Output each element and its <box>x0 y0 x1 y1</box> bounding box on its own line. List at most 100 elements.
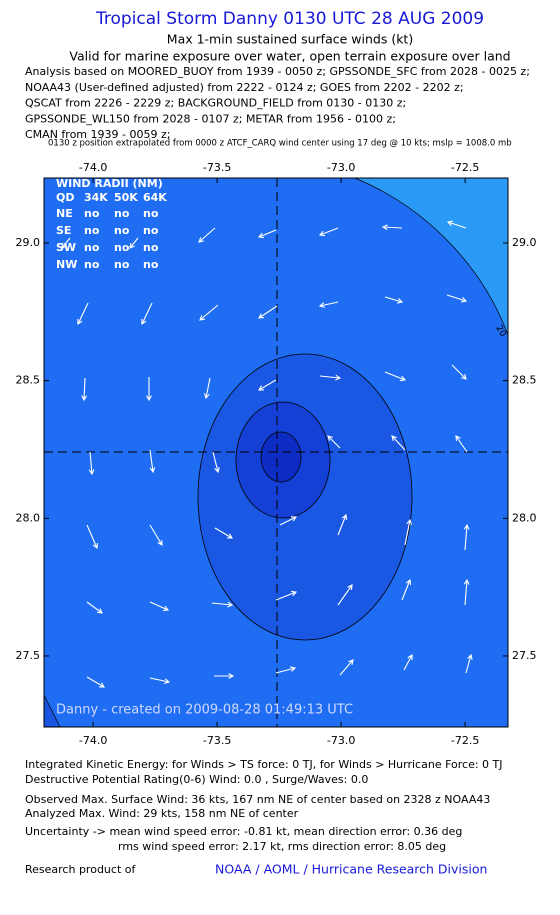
wind-arrow <box>337 513 348 536</box>
y-tick-label: 27.5 <box>16 649 41 662</box>
x-tick-label: -73.5 <box>203 161 231 174</box>
wind-arrow <box>199 304 219 321</box>
radii-cell: SW <box>56 241 76 254</box>
wind-arrow <box>319 374 342 381</box>
wind-arrow <box>318 227 339 237</box>
wind-arrow <box>149 601 170 611</box>
wind-arrow <box>384 371 407 382</box>
footer-line: Uncertainty -> mean wind speed error: -0… <box>25 825 462 838</box>
wind-arrow <box>391 435 406 451</box>
wind-arrow <box>446 294 468 303</box>
x-tick-label: -72.5 <box>451 161 479 174</box>
radii-header: QD <box>56 191 74 204</box>
wind-arrow <box>88 451 95 476</box>
radii-title: WIND RADII (NM) <box>56 177 163 190</box>
subtitle: Max 1-min sustained surface winds (kt) <box>167 32 413 47</box>
y-tick-label: 28.5 <box>512 374 537 387</box>
wind-arrow <box>381 224 403 231</box>
wind-arrow <box>339 659 354 676</box>
wind-arrow <box>146 377 152 402</box>
x-tick-label: -73.0 <box>327 161 355 174</box>
wind-arrow <box>149 449 156 474</box>
radii-cell: no <box>143 241 159 254</box>
y-tick-label: 27.5 <box>512 649 537 662</box>
credit: NOAA / AOML / Hurricane Research Divisio… <box>215 862 487 877</box>
wind-arrow <box>214 673 235 679</box>
annotation: Danny - created on 2009-08-28 01:49:13 U… <box>56 703 353 718</box>
x-tick-label: -73.5 <box>203 734 231 747</box>
wind-arrow <box>149 524 163 546</box>
radii-cell: no <box>114 224 130 237</box>
contour <box>44 694 61 727</box>
radii-cell: no <box>84 241 100 254</box>
wind-arrow <box>258 379 277 391</box>
wind-arrow <box>86 524 98 550</box>
radii-cell: no <box>114 241 130 254</box>
radii-header: 50K <box>114 191 138 204</box>
wind-arrow <box>463 523 470 551</box>
wind-arrow <box>463 578 470 606</box>
wind-arrow <box>465 653 473 674</box>
radii-cell: SE <box>56 224 71 237</box>
wind-arrow <box>403 653 413 671</box>
wind-arrow <box>258 305 278 319</box>
x-tick-label: -74.0 <box>79 734 107 747</box>
radii-cell: no <box>84 224 100 237</box>
wind-arrow <box>198 227 216 243</box>
wind-arrow <box>384 296 404 304</box>
wind-arrow <box>337 584 353 606</box>
contour <box>354 178 508 336</box>
radii-cell: no <box>114 207 130 220</box>
wind-arrow <box>211 601 234 608</box>
wind-arrow <box>318 301 339 308</box>
wind-arrow <box>203 377 211 400</box>
footer-line: Analyzed Max. Wind: 29 kts, 158 nm NE of… <box>25 807 299 820</box>
footer-line: rms wind speed error: 2.17 kt, rms direc… <box>118 840 446 853</box>
wind-arrow <box>212 451 220 474</box>
radii-header: 34K <box>84 191 108 204</box>
wind-arrow <box>446 220 467 229</box>
radii-cell: no <box>114 258 130 271</box>
contour <box>260 431 302 483</box>
analysis-line: GPSSONDE_WL150 from 2028 - 0107 z; METAR… <box>25 112 396 125</box>
analysis-line: QSCAT from 2226 - 2229 z; BACKGROUND_FIE… <box>25 97 406 110</box>
note: 0130 z position extrapolated from 0000 z… <box>48 139 512 149</box>
wind-arrow <box>61 237 71 249</box>
title: Tropical Storm Danny 0130 UTC 28 AUG 200… <box>95 9 484 29</box>
wind-arrow <box>455 435 468 453</box>
wind-arrow <box>275 590 298 601</box>
radii-cell: no <box>143 207 159 220</box>
wind-arrow <box>451 364 467 380</box>
y-tick-label: 29.0 <box>16 236 41 249</box>
wind-arrow <box>77 302 89 326</box>
wind-arrow <box>279 516 298 526</box>
radii-cell: NW <box>56 258 77 271</box>
footer-line: Destructive Potential Rating(0-6) Wind: … <box>25 773 368 786</box>
x-tick-label: -72.5 <box>451 734 479 747</box>
footer-line: Integrated Kinetic Energy: for Winds > T… <box>25 758 503 771</box>
y-tick-label: 29.0 <box>512 236 537 249</box>
wind-arrow <box>327 435 341 449</box>
radii-cell: no <box>143 258 159 271</box>
subtitle: Valid for marine exposure over water, op… <box>69 49 510 64</box>
wind-arrow <box>129 237 139 249</box>
map: 20 Danny - created on 2009-08-28 01:49:1… <box>44 177 508 727</box>
x-tick-label: -73.0 <box>327 734 355 747</box>
footer-line: Observed Max. Surface Wind: 36 kts, 167 … <box>25 793 490 806</box>
research: Research product of <box>25 863 136 876</box>
analysis-line: Analysis based on MOORED_BUOY from 1939 … <box>25 65 530 78</box>
wind-arrow <box>86 601 103 614</box>
wind-arrow <box>86 676 105 688</box>
radii-cell: no <box>84 258 100 271</box>
analysis-line: CMAN from 1939 - 0059 z; <box>25 128 170 141</box>
frame <box>43 177 509 728</box>
wind-arrow <box>275 666 297 674</box>
radii-cell: NE <box>56 207 73 220</box>
x-tick-label: -74.0 <box>79 161 107 174</box>
wind-arrow <box>401 578 412 601</box>
wind-arrow <box>214 527 233 539</box>
wind-arrow <box>404 518 413 546</box>
y-tick-label: 28.0 <box>512 511 537 524</box>
y-tick-label: 28.0 <box>16 511 41 524</box>
